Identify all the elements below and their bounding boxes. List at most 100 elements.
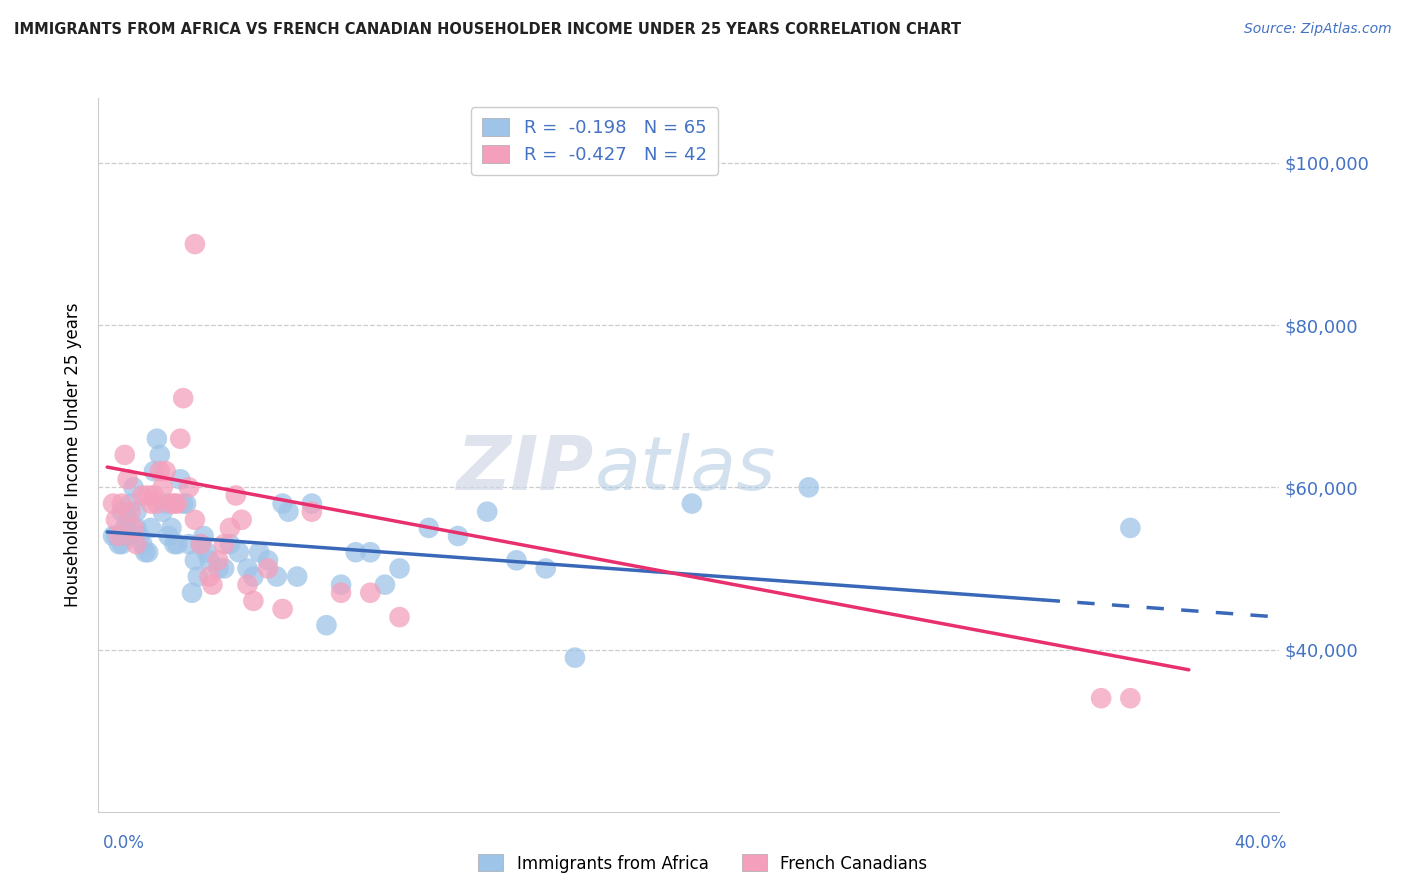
- Point: [388, 561, 411, 575]
- Point: [172, 497, 194, 511]
- Point: [128, 529, 150, 543]
- Point: [131, 488, 153, 502]
- Point: [447, 529, 470, 543]
- Point: [174, 497, 197, 511]
- Point: [114, 521, 136, 535]
- Point: [330, 577, 353, 591]
- Point: [344, 545, 367, 559]
- Point: [101, 497, 124, 511]
- Point: [143, 488, 166, 502]
- Point: [131, 537, 153, 551]
- Point: [505, 553, 527, 567]
- Point: [225, 488, 247, 502]
- Point: [301, 505, 323, 519]
- Point: [160, 497, 183, 511]
- Point: [122, 521, 145, 535]
- Point: [149, 448, 172, 462]
- Point: [207, 553, 229, 567]
- Point: [157, 529, 180, 543]
- Point: [212, 537, 235, 551]
- Point: [163, 497, 186, 511]
- Point: [169, 432, 191, 446]
- Legend: Immigrants from Africa, French Canadians: Immigrants from Africa, French Canadians: [472, 847, 934, 880]
- Point: [242, 569, 264, 583]
- Point: [155, 497, 177, 511]
- Point: [149, 464, 172, 478]
- Point: [146, 497, 169, 511]
- Point: [388, 610, 411, 624]
- Text: ZIP: ZIP: [457, 433, 595, 506]
- Point: [359, 545, 381, 559]
- Point: [134, 545, 156, 559]
- Point: [184, 237, 207, 252]
- Point: [277, 505, 299, 519]
- Point: [271, 497, 294, 511]
- Point: [111, 505, 134, 519]
- Point: [146, 432, 169, 446]
- Point: [418, 521, 440, 535]
- Point: [190, 537, 212, 551]
- Text: atlas: atlas: [595, 434, 776, 505]
- Point: [184, 513, 207, 527]
- Point: [198, 569, 221, 583]
- Point: [125, 521, 148, 535]
- Point: [104, 529, 127, 543]
- Point: [236, 561, 259, 575]
- Point: [166, 497, 188, 511]
- Point: [195, 545, 218, 559]
- Point: [136, 488, 159, 502]
- Point: [155, 464, 177, 478]
- Point: [163, 537, 186, 551]
- Point: [231, 513, 253, 527]
- Point: [143, 464, 166, 478]
- Point: [111, 497, 134, 511]
- Point: [104, 513, 127, 527]
- Point: [181, 586, 204, 600]
- Point: [111, 537, 134, 551]
- Legend: R =  -0.198   N = 65, R =  -0.427   N = 42: R = -0.198 N = 65, R = -0.427 N = 42: [471, 107, 717, 175]
- Point: [184, 553, 207, 567]
- Point: [477, 505, 499, 519]
- Point: [114, 529, 136, 543]
- Point: [152, 480, 174, 494]
- Point: [166, 537, 188, 551]
- Point: [285, 569, 308, 583]
- Point: [108, 537, 131, 551]
- Point: [374, 577, 396, 591]
- Text: Source: ZipAtlas.com: Source: ZipAtlas.com: [1244, 22, 1392, 37]
- Point: [193, 529, 215, 543]
- Text: 40.0%: 40.0%: [1234, 834, 1286, 852]
- Point: [172, 391, 194, 405]
- Point: [257, 561, 280, 575]
- Point: [125, 537, 148, 551]
- Point: [177, 537, 200, 551]
- Point: [201, 577, 224, 591]
- Point: [212, 561, 235, 575]
- Point: [177, 480, 200, 494]
- Point: [122, 480, 145, 494]
- Point: [315, 618, 337, 632]
- Text: 0.0%: 0.0%: [103, 834, 145, 852]
- Point: [120, 505, 142, 519]
- Point: [120, 497, 142, 511]
- Point: [271, 602, 294, 616]
- Point: [564, 650, 586, 665]
- Point: [359, 586, 381, 600]
- Point: [117, 472, 139, 486]
- Point: [797, 480, 820, 494]
- Point: [219, 521, 242, 535]
- Point: [1119, 691, 1142, 706]
- Point: [169, 472, 191, 486]
- Point: [1090, 691, 1112, 706]
- Point: [247, 545, 270, 559]
- Point: [301, 497, 323, 511]
- Point: [187, 569, 209, 583]
- Point: [136, 545, 159, 559]
- Point: [108, 529, 131, 543]
- Point: [190, 537, 212, 551]
- Point: [101, 529, 124, 543]
- Point: [681, 497, 703, 511]
- Point: [242, 594, 264, 608]
- Point: [139, 521, 162, 535]
- Point: [207, 561, 229, 575]
